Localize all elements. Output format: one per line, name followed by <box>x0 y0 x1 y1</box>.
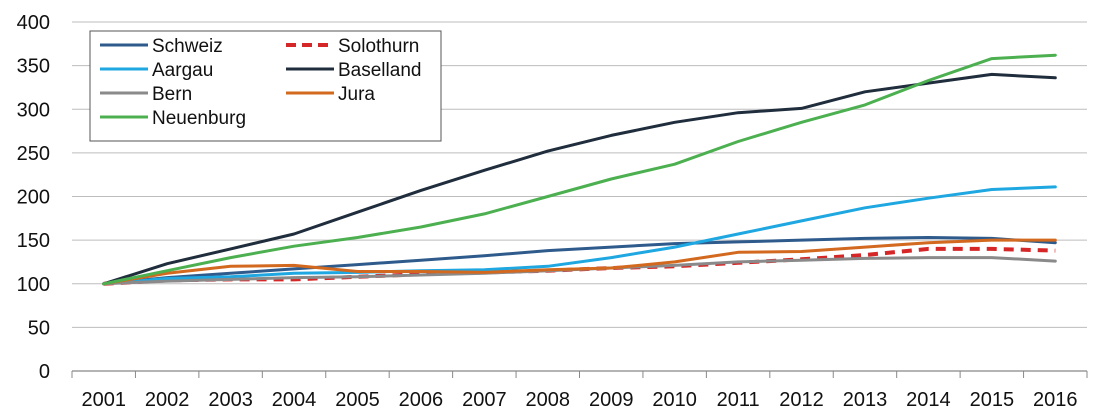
x-tick-label: 2003 <box>208 389 253 411</box>
legend-label-schweiz: Schweiz <box>152 36 223 57</box>
series-line-baselland <box>102 72 1057 286</box>
x-tick-label: 2010 <box>652 389 697 411</box>
x-tick-label: 2007 <box>462 389 507 411</box>
x-tick-label: 2006 <box>399 389 444 411</box>
legend-label-bern: Bern <box>152 84 192 105</box>
y-tick-label: 300 <box>17 99 50 121</box>
x-tick-label: 2008 <box>526 389 571 411</box>
legend-label-aargau: Aargau <box>152 60 213 81</box>
legend-label-baselland: Baselland <box>338 60 421 81</box>
series-line-schweiz <box>102 236 1057 286</box>
axes: 0 50 100 150 200 250 300 350 400 2001 2002 2003 2004… <box>17 12 1088 411</box>
x-tick-label: 2013 <box>843 389 888 411</box>
x-tick-label: 2001 <box>81 389 126 411</box>
legend: Schweiz Solothurn Aargau Baselland Bern Jura N… <box>89 30 442 142</box>
y-tick-label: 50 <box>28 317 50 339</box>
legend-box <box>89 30 442 142</box>
legend-label-neuenburg: Neuenburg <box>152 108 246 129</box>
y-tick-label: 250 <box>17 143 50 165</box>
series-lines <box>102 53 1057 286</box>
x-tick-label: 2002 <box>145 389 190 411</box>
series-line-jura <box>102 238 1057 286</box>
y-tick-label: 350 <box>17 56 50 78</box>
x-tick-label: 2012 <box>779 389 824 411</box>
x-tick-label: 2011 <box>717 389 760 411</box>
x-tick-label: 2005 <box>335 389 380 411</box>
y-tick-label: 400 <box>17 12 50 34</box>
x-tick-label: 2015 <box>970 389 1015 411</box>
series-line-neuenburg <box>102 53 1057 286</box>
x-tick-label: 2004 <box>272 389 317 411</box>
legend-label-jura: Jura <box>338 84 375 105</box>
x-tick-label: 2009 <box>589 389 634 411</box>
y-tick-label: 100 <box>17 274 50 296</box>
y-tick-label: 200 <box>17 187 50 209</box>
y-tick-label: 0 <box>39 361 50 383</box>
series-line-aargau <box>102 185 1057 286</box>
x-tick-label: 2014 <box>906 389 951 411</box>
y-tick-label: 150 <box>17 230 50 252</box>
legend-label-solothurn: Solothurn <box>338 36 419 57</box>
x-tick-label: 2016 <box>1033 389 1078 411</box>
